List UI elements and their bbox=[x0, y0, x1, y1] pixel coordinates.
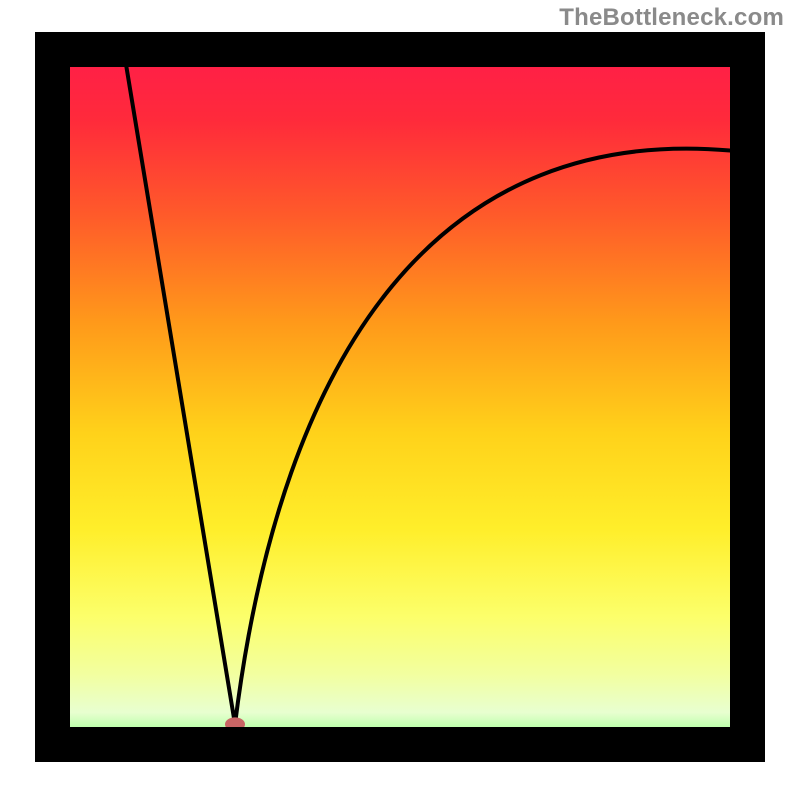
gradient-background bbox=[35, 32, 765, 762]
bottleneck-chart-container: { "watermark": { "text": "TheBottleneck.… bbox=[0, 0, 800, 800]
watermark-text: TheBottleneck.com bbox=[559, 4, 784, 32]
bottleneck-chart-svg bbox=[0, 0, 800, 800]
